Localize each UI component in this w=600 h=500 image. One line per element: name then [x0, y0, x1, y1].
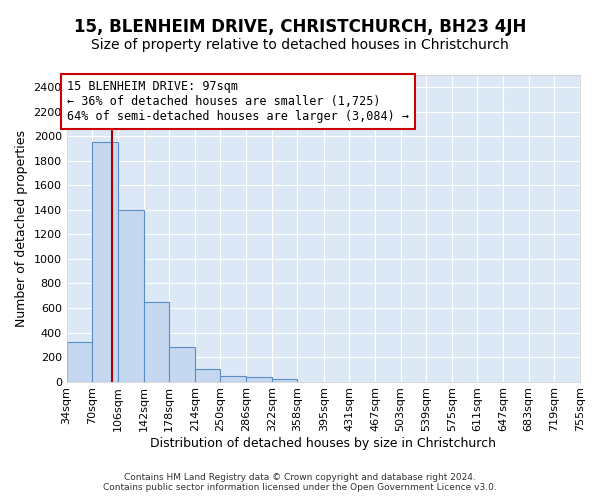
Bar: [246, 376, 272, 382]
Bar: [195, 368, 220, 382]
Bar: [272, 378, 298, 382]
X-axis label: Distribution of detached houses by size in Christchurch: Distribution of detached houses by size …: [151, 437, 496, 450]
Bar: [220, 376, 246, 382]
Text: 15 BLENHEIM DRIVE: 97sqm
← 36% of detached houses are smaller (1,725)
64% of sem: 15 BLENHEIM DRIVE: 97sqm ← 36% of detach…: [67, 80, 409, 123]
Bar: [118, 210, 143, 382]
Bar: [143, 302, 169, 382]
Bar: [67, 342, 92, 382]
Text: 15, BLENHEIM DRIVE, CHRISTCHURCH, BH23 4JH: 15, BLENHEIM DRIVE, CHRISTCHURCH, BH23 4…: [74, 18, 526, 36]
Text: Contains HM Land Registry data © Crown copyright and database right 2024.
Contai: Contains HM Land Registry data © Crown c…: [103, 473, 497, 492]
Bar: [169, 347, 195, 382]
Y-axis label: Number of detached properties: Number of detached properties: [15, 130, 28, 327]
Bar: [92, 142, 118, 382]
Text: Size of property relative to detached houses in Christchurch: Size of property relative to detached ho…: [91, 38, 509, 52]
